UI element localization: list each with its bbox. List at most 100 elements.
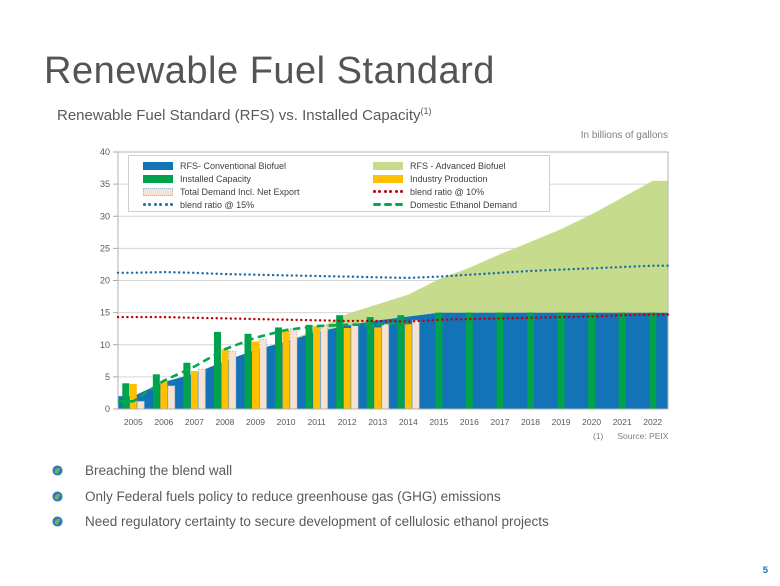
bar-total-demand [198,369,205,409]
legend-swatch-hatched-bar [143,188,173,196]
chart-title-footnote-marker: (1) [421,106,432,116]
bar-total-demand [351,325,358,409]
bar-total-demand [168,386,175,409]
bar-total-demand [137,401,144,409]
source-footnote: (1) Source: PEIX [593,431,668,441]
legend-item: blend ratio @ 15% [143,198,373,211]
y-axis-tick-label: 10 [100,340,110,350]
legend-item: Total Demand Incl. Net Export [143,185,373,198]
y-axis-tick-label: 20 [100,276,110,286]
bar-total-demand [412,320,419,409]
legend-item: Domestic Ethanol Demand [373,198,548,211]
legend-item: Industry Production [373,172,548,185]
x-axis-tick-label: 2019 [552,417,571,427]
bullet-text: Only Federal fuels policy to reduce gree… [85,489,501,504]
x-axis-tick-label: 2012 [338,417,357,427]
legend-label: blend ratio @ 10% [410,187,484,197]
x-axis-tick-label: 2018 [521,417,540,427]
x-axis-tick-label: 2010 [277,417,296,427]
bullet-text: Breaching the blend wall [85,463,232,478]
globe-swirl-bullet-icon [52,516,63,527]
bar-installed-capacity [122,383,129,409]
legend-swatch-dotted-line [143,203,173,206]
bar-industry-production [283,330,290,409]
page-number: 5 [763,565,768,576]
x-axis-tick-label: 2005 [124,417,143,427]
x-axis-tick-label: 2008 [215,417,234,427]
bar-industry-production [130,384,137,409]
globe-swirl-bullet-icon [52,491,63,502]
legend-label: Domestic Ethanol Demand [410,200,517,210]
y-axis-tick-label: 0 [105,404,110,414]
legend-label: Installed Capacity [180,174,251,184]
legend-swatch-dashed-line [373,203,403,206]
page-title: Renewable Fuel Standard [44,50,495,93]
bar-installed-capacity [367,317,374,409]
y-axis-tick-label: 30 [100,211,110,221]
bar-installed-capacity [336,315,343,409]
chart-legend: RFS- Conventional Biofuel Installed Capac… [128,155,550,212]
legend-label: blend ratio @ 15% [180,200,254,210]
legend-swatch-dotted-line [373,190,403,193]
legend-item: RFS - Advanced Biofuel [373,159,548,172]
legend-item: Installed Capacity [143,172,373,185]
bar-industry-production [252,342,259,409]
bar-total-demand [321,325,328,409]
bar-industry-production [405,324,412,409]
bullet-item: Breaching the blend wall [52,463,549,478]
bar-total-demand [260,340,267,409]
chart-title-text: Renewable Fuel Standard (RFS) vs. Instal… [57,107,421,124]
bar-total-demand [229,351,236,409]
bar-installed-capacity [245,334,252,409]
globe-swirl-bullet-icon [52,465,63,476]
legend-swatch-bar [143,175,173,183]
footnote-marker: (1) [593,431,603,441]
x-axis-tick-label: 2016 [460,417,479,427]
bar-industry-production [160,381,167,409]
x-axis-tick-label: 2014 [399,417,418,427]
bar-installed-capacity [214,332,221,409]
bar-industry-production [374,327,381,409]
bar-installed-capacity [527,313,534,409]
bar-installed-capacity [558,313,565,409]
x-axis-tick-label: 2011 [307,417,326,427]
x-axis-tick-label: 2006 [154,417,173,427]
bar-industry-production [313,326,320,409]
bullet-item: Only Federal fuels policy to reduce gree… [52,489,549,504]
legend-column-left: RFS- Conventional Biofuel Installed Capac… [143,159,373,211]
y-axis-tick-label: 15 [100,308,110,318]
y-axis-tick-label: 40 [100,147,110,157]
bar-installed-capacity [466,313,473,409]
bar-installed-capacity [619,313,626,409]
x-axis-tick-label: 2007 [185,417,204,427]
legend-label: RFS - Advanced Biofuel [410,161,506,171]
bar-installed-capacity [496,313,503,409]
bullet-list: Breaching the blend wall Only Federal fue… [52,463,549,529]
slide: Renewable Fuel Standard Renewable Fuel S… [0,0,780,586]
legend-swatch-bar [373,175,403,183]
footnote-source: Source: PEIX [617,431,668,441]
bar-installed-capacity [649,313,656,409]
legend-label: Industry Production [410,174,488,184]
bar-industry-production [191,371,198,409]
legend-swatch-bar [373,162,403,170]
x-axis-tick-label: 2015 [429,417,448,427]
bar-installed-capacity [153,374,160,409]
bar-installed-capacity [275,327,282,409]
legend-swatch-bar [143,162,173,170]
x-axis-tick-label: 2022 [643,417,662,427]
x-axis-tick-label: 2017 [490,417,509,427]
bullet-item: Need regulatory certainty to secure deve… [52,514,549,529]
bar-installed-capacity [397,315,404,409]
y-axis-tick-label: 25 [100,243,110,253]
legend-label: RFS- Conventional Biofuel [180,161,286,171]
legend-item: blend ratio @ 10% [373,185,548,198]
x-axis-tick-label: 2021 [613,417,632,427]
bar-total-demand [290,329,297,409]
bullet-text: Need regulatory certainty to secure deve… [85,514,549,529]
legend-item: RFS- Conventional Biofuel [143,159,373,172]
bar-industry-production [221,349,228,409]
bar-industry-production [344,328,351,409]
x-axis-tick-label: 2013 [368,417,387,427]
x-axis-tick-label: 2020 [582,417,601,427]
